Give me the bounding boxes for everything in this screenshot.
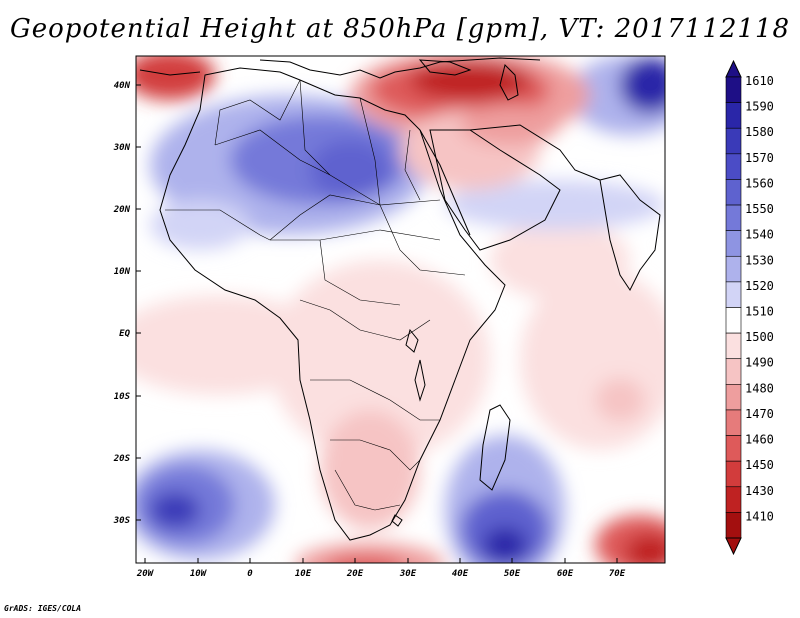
colorbar-label: 1500 xyxy=(745,330,774,344)
colorbar-label: 1460 xyxy=(745,433,774,447)
colorbar-swatch xyxy=(725,76,742,103)
lon-tick-label: 0 xyxy=(247,569,253,579)
colorbar-swatch xyxy=(725,255,742,283)
grads-credit: GrADS: IGES/COLA xyxy=(4,604,82,613)
colorbar-bottom-arrow xyxy=(725,537,742,556)
colorbar-swatch xyxy=(725,281,742,308)
colorbar-swatch xyxy=(725,512,742,539)
lon-axis: 20W 10W 0 10E 20E 30E 40E 50E 60E 70E xyxy=(136,558,626,579)
coastlines xyxy=(139,57,661,541)
lon-tick-label: 70E xyxy=(609,569,626,579)
lon-tick-label: 20E xyxy=(346,569,364,579)
lat-axis: 40N 30N 20N 10N EQ 10S 20S 30S xyxy=(113,81,141,526)
colorbar-label: 1590 xyxy=(745,100,774,114)
lat-tick-label: 30S xyxy=(113,516,131,526)
colorbar-label: 1510 xyxy=(745,305,774,319)
colorbar-label: 1580 xyxy=(745,125,774,139)
lon-tick-label: 30E xyxy=(399,569,417,579)
colorbar-swatch xyxy=(725,332,742,360)
lat-tick-label: EQ xyxy=(119,329,130,339)
colorbar-label: 1560 xyxy=(745,176,774,190)
plot-frame xyxy=(135,55,666,564)
lon-tick-label: 40E xyxy=(452,569,469,579)
colorbar-label: 1490 xyxy=(745,356,774,370)
colorbar-swatch xyxy=(725,102,742,129)
colorbar-swatch xyxy=(725,230,742,257)
colorbar-swatch xyxy=(725,384,742,411)
colorbar-label: 1410 xyxy=(745,509,774,523)
colorbar-label: 1470 xyxy=(745,407,774,421)
lat-tick-label: 10N xyxy=(114,267,131,277)
colorbar: 1610 1590 1580 1570 1560 1550 1540 1530 1520 1510… xyxy=(725,59,774,556)
lon-tick-label: 20W xyxy=(136,569,155,579)
colorbar-swatch xyxy=(725,204,742,231)
colorbar-label: 1570 xyxy=(745,151,774,165)
lon-tick-label: 50E xyxy=(504,569,521,579)
colorbar-label: 1530 xyxy=(745,253,774,267)
colorbar-swatch xyxy=(725,409,742,436)
lon-tick-label: 10E xyxy=(295,569,312,579)
colorbar-swatch xyxy=(725,153,742,180)
chart-title: Geopotential Height at 850hPa [gpm], VT:… xyxy=(9,14,791,44)
height-field xyxy=(136,56,665,563)
lat-tick-label: 10S xyxy=(114,392,131,402)
colorbar-label: 1610 xyxy=(745,74,774,88)
colorbar-label: 1450 xyxy=(745,458,774,472)
colorbar-swatch xyxy=(725,127,742,155)
colorbar-label: 1520 xyxy=(745,279,774,293)
colorbar-top-arrow xyxy=(725,59,742,78)
lon-tick-label: 60E xyxy=(557,569,574,579)
country-borders xyxy=(165,79,466,511)
colorbar-label: 1430 xyxy=(745,484,774,498)
lon-tick-label: 10W xyxy=(190,569,208,579)
colorbar-swatch xyxy=(725,460,742,488)
colorbar-swatch xyxy=(725,179,742,206)
lat-tick-label: 30N xyxy=(113,143,131,153)
colorbar-label: 1550 xyxy=(745,202,774,216)
lat-tick-label: 40N xyxy=(114,81,131,91)
colorbar-swatch xyxy=(725,486,742,513)
colorbar-label: 1540 xyxy=(745,228,774,242)
colorbar-swatch xyxy=(725,435,742,462)
lat-tick-label: 20N xyxy=(113,205,131,215)
colorbar-swatch xyxy=(725,307,742,334)
lat-tick-label: 20S xyxy=(113,454,131,464)
colorbar-swatch xyxy=(725,358,742,385)
colorbar-label: 1480 xyxy=(745,381,774,395)
